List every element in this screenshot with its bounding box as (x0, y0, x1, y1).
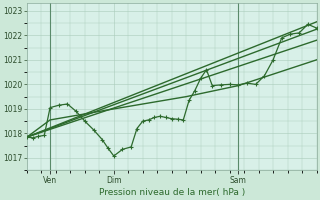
X-axis label: Pression niveau de la mer( hPa ): Pression niveau de la mer( hPa ) (99, 188, 245, 197)
